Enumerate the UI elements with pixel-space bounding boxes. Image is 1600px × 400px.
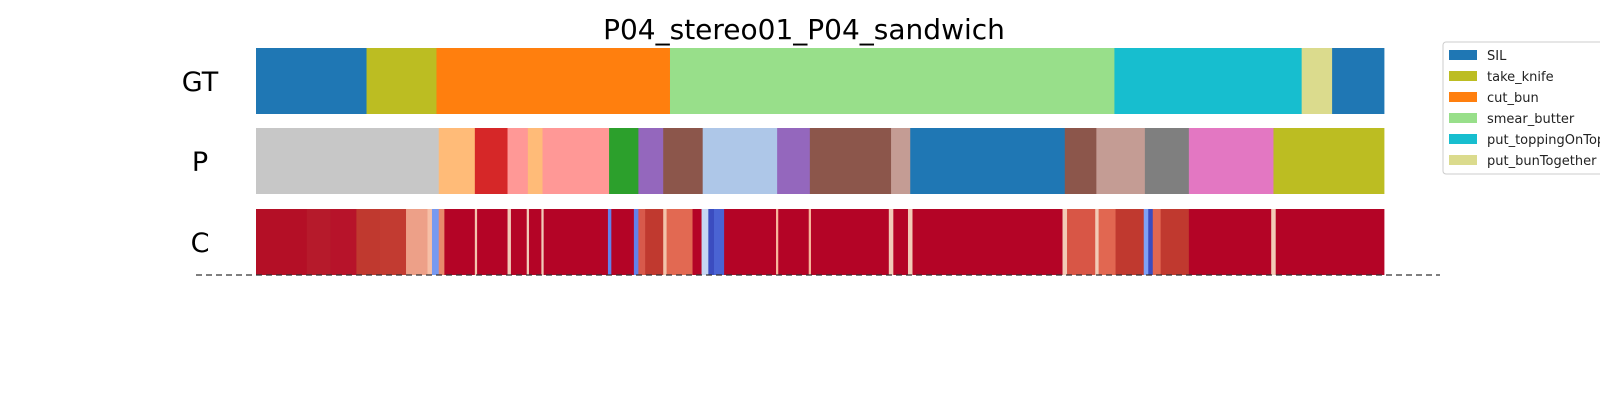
segment-c-11 bbox=[477, 209, 508, 275]
segment-c-15 bbox=[528, 209, 542, 275]
segment-c-1 bbox=[306, 209, 331, 275]
segment-c-41 bbox=[1098, 209, 1116, 275]
segment-c-26 bbox=[701, 209, 709, 275]
row-label-gt: GT bbox=[182, 67, 219, 98]
segment-p-4 bbox=[527, 128, 543, 194]
segment-gt-2 bbox=[436, 48, 671, 114]
legend-frame bbox=[1442, 41, 1600, 175]
segment-p-17 bbox=[1188, 128, 1274, 194]
segment-gt-1 bbox=[366, 48, 437, 114]
segment-p-9 bbox=[702, 128, 778, 194]
legend-swatch-4 bbox=[1449, 134, 1477, 144]
segment-c-12 bbox=[507, 209, 512, 275]
segment-c-16 bbox=[541, 209, 545, 275]
segment-c-44 bbox=[1148, 209, 1154, 275]
segment-c-0 bbox=[256, 209, 308, 275]
segment-c-34 bbox=[888, 209, 894, 275]
segment-gt-6 bbox=[1332, 48, 1385, 114]
rows-layer: GT P C bbox=[182, 48, 1385, 275]
segment-c-39 bbox=[1067, 209, 1096, 275]
segment-c-23 bbox=[663, 209, 667, 275]
segment-p-10 bbox=[777, 128, 811, 194]
legend-swatch-0 bbox=[1449, 50, 1477, 60]
segment-c-19 bbox=[611, 209, 635, 275]
segment-p-7 bbox=[638, 128, 664, 194]
segment-gt-4 bbox=[1114, 48, 1303, 114]
segment-c-5 bbox=[406, 209, 428, 275]
segment-p-14 bbox=[1064, 128, 1097, 194]
segment-c-10 bbox=[474, 209, 478, 275]
segment-c-8 bbox=[438, 209, 445, 275]
row-label-c: C bbox=[191, 228, 210, 259]
segment-c-9 bbox=[444, 209, 476, 275]
segment-c-4 bbox=[380, 209, 407, 275]
segment-c-45 bbox=[1152, 209, 1162, 275]
segment-c-3 bbox=[356, 209, 381, 275]
segment-gt-0 bbox=[256, 48, 367, 114]
segment-c-47 bbox=[1188, 209, 1272, 275]
segment-p-0 bbox=[256, 128, 440, 194]
segment-p-18 bbox=[1273, 128, 1385, 194]
segment-c-33 bbox=[810, 209, 890, 275]
segment-p-12 bbox=[891, 128, 911, 194]
segment-c-29 bbox=[724, 209, 777, 275]
legend-label-4: put_toppingOnTop bbox=[1487, 133, 1600, 148]
segment-c-14 bbox=[526, 209, 530, 275]
segment-p-13 bbox=[910, 128, 1066, 194]
segment-gt-5 bbox=[1301, 48, 1333, 114]
segment-p-6 bbox=[609, 128, 639, 194]
segment-c-42 bbox=[1115, 209, 1145, 275]
segment-c-49 bbox=[1275, 209, 1385, 275]
segment-c-43 bbox=[1143, 209, 1149, 275]
segment-c-38 bbox=[1062, 209, 1068, 275]
segment-c-35 bbox=[893, 209, 909, 275]
segment-c-21 bbox=[638, 209, 646, 275]
segment-c-48 bbox=[1271, 209, 1277, 275]
legend-label-0: SIL bbox=[1487, 49, 1507, 64]
segment-c-13 bbox=[510, 209, 528, 275]
legend-swatch-2 bbox=[1449, 92, 1477, 102]
segment-c-2 bbox=[330, 209, 357, 275]
segment-c-17 bbox=[543, 209, 609, 275]
legend-swatch-3 bbox=[1449, 113, 1477, 123]
segment-p-1 bbox=[438, 128, 476, 194]
segment-gt-3 bbox=[669, 48, 1115, 114]
legend-label-5: put_bunTogether bbox=[1487, 154, 1597, 169]
legend-swatch-1 bbox=[1449, 71, 1477, 81]
segment-p-3 bbox=[507, 128, 529, 194]
legend-label-1: take_knife bbox=[1487, 70, 1554, 85]
segment-p-5 bbox=[542, 128, 610, 194]
legend: SIL take_knife cut_bun smear_butter put_topp… bbox=[1442, 41, 1600, 175]
segment-c-28 bbox=[713, 209, 725, 275]
segment-c-6 bbox=[427, 209, 433, 275]
segment-c-37 bbox=[912, 209, 1063, 275]
legend-label-2: cut_bun bbox=[1487, 91, 1539, 106]
segment-c-31 bbox=[778, 209, 810, 275]
segment-p-11 bbox=[809, 128, 892, 194]
segment-p-16 bbox=[1144, 128, 1190, 194]
segment-c-27 bbox=[708, 209, 715, 275]
row-label-p: P bbox=[192, 147, 208, 178]
segment-p-2 bbox=[474, 128, 508, 194]
chart-title: P04_stereo01_P04_sandwich bbox=[603, 13, 1005, 46]
segment-c-36 bbox=[907, 209, 913, 275]
segment-c-40 bbox=[1095, 209, 1100, 275]
segment-c-24 bbox=[666, 209, 693, 275]
legend-swatch-5 bbox=[1449, 155, 1477, 165]
segment-c-18 bbox=[607, 209, 612, 275]
segment-c-7 bbox=[431, 209, 440, 275]
segment-c-25 bbox=[692, 209, 702, 275]
segment-c-46 bbox=[1160, 209, 1190, 275]
segment-p-15 bbox=[1096, 128, 1146, 194]
legend-label-3: smear_butter bbox=[1487, 112, 1575, 127]
segment-c-30 bbox=[776, 209, 779, 275]
segment-c-22 bbox=[645, 209, 664, 275]
segment-p-8 bbox=[663, 128, 704, 194]
segment-c-20 bbox=[633, 209, 639, 275]
segment-c-32 bbox=[808, 209, 812, 275]
